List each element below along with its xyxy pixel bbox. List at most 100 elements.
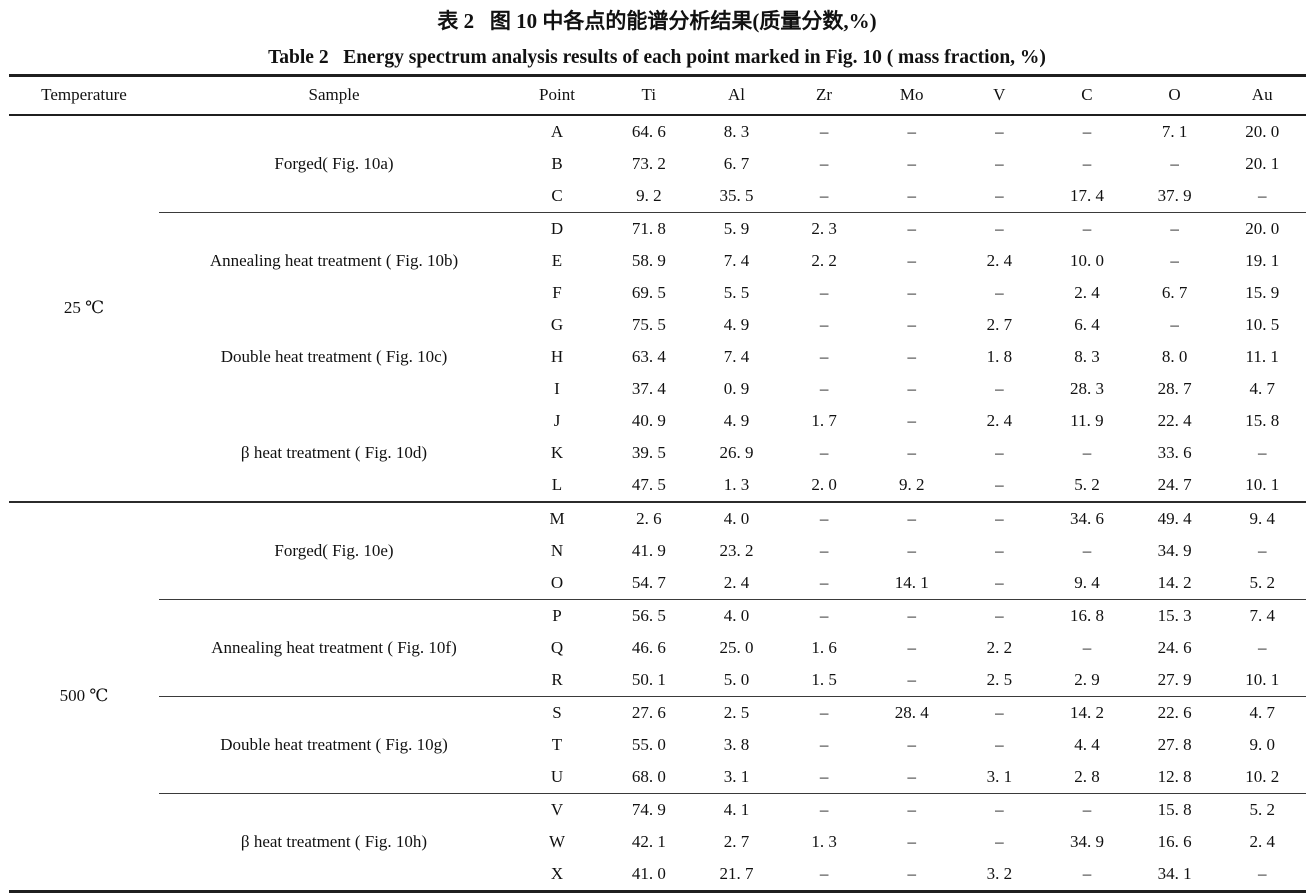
value-cell: 1. 7	[811, 410, 837, 430]
value-cell: –	[819, 282, 829, 302]
table-row: T 55. 0 3. 8 – – – 4. 4 27. 8 9. 0	[9, 729, 1306, 761]
value-cell: –	[819, 314, 829, 334]
value-cell: 9. 2	[898, 474, 925, 494]
value-cell: 5. 2	[1249, 572, 1275, 592]
value-cell: –	[907, 282, 916, 302]
table-row: E 58. 9 7. 4 2. 2 – 2. 4 10. 0 – 19. 1	[9, 245, 1306, 277]
value-cell: 1. 6	[811, 637, 837, 657]
sample-cell: Forged( Fig. 10e)	[159, 500, 509, 600]
value-cell: 2. 4	[1249, 831, 1275, 851]
value-cell: 2. 4	[986, 250, 1013, 270]
value-cell: –	[907, 346, 916, 366]
value-cell: –	[1082, 863, 1092, 883]
sample-cell: β heat treatment ( Fig. 10d)	[240, 442, 428, 462]
value-cell: 5. 2	[1218, 792, 1306, 826]
col-header-zr: Zr	[780, 75, 868, 116]
value-cell: –	[907, 378, 916, 398]
value-cell: 56. 5	[605, 598, 693, 632]
value-cell: 17. 4	[1069, 185, 1104, 205]
value-cell: –	[819, 378, 829, 398]
point-cell: H	[550, 346, 564, 366]
value-cell: 40. 9	[631, 410, 666, 430]
value-cell: –	[907, 540, 916, 560]
value-cell: 19. 1	[1245, 250, 1280, 270]
temperature-cell: 500 ℃	[9, 500, 159, 892]
value-cell: –	[780, 500, 868, 535]
value-cell: 21. 7	[719, 863, 754, 883]
value-cell: 20. 1	[1245, 153, 1280, 173]
point-cell: B	[551, 153, 563, 173]
table-title-english: Table 2 Energy spectrum analysis results…	[268, 47, 1046, 69]
value-cell: 5. 2	[1074, 474, 1100, 494]
value-cell: –	[780, 792, 868, 826]
value-cell: –	[1170, 314, 1179, 334]
value-cell: 55. 0	[631, 734, 666, 754]
value-cell: –	[907, 314, 916, 334]
col-header-ti: Ti	[605, 75, 693, 116]
value-cell: –	[907, 863, 916, 883]
value-cell: 20. 0	[1218, 211, 1306, 245]
value-cell: –	[995, 831, 1004, 851]
point-cell: E	[551, 250, 563, 270]
value-cell: 2. 7	[723, 831, 750, 851]
value-cell: 73. 2	[631, 153, 666, 173]
value-cell: 41. 9	[631, 540, 666, 560]
value-cell: 74. 9	[605, 792, 693, 826]
value-cell: 1. 3	[811, 831, 837, 851]
value-cell: 28. 7	[1157, 378, 1192, 398]
value-cell: 26. 9	[719, 442, 754, 462]
value-cell: 5. 0	[723, 669, 750, 689]
value-cell: 54. 7	[631, 572, 666, 592]
table-row: Double heat treatment ( Fig. 10c) G 75. 5 4…	[9, 309, 1306, 366]
point-cell: N	[550, 540, 564, 560]
value-cell: 1. 3	[723, 474, 750, 494]
value-cell: 50. 1	[631, 669, 666, 689]
value-cell: 49. 4	[1130, 500, 1219, 535]
value-cell: –	[819, 346, 829, 366]
point-cell: M	[509, 500, 605, 535]
point-cell: U	[550, 766, 564, 786]
point-cell: L	[551, 474, 563, 494]
value-cell: –	[995, 734, 1004, 754]
value-cell: 15. 8	[1245, 410, 1280, 430]
value-cell: 27. 6	[605, 695, 693, 729]
value-cell: 14. 2	[1043, 695, 1131, 729]
value-cell: 34. 9	[1069, 831, 1104, 851]
value-cell: 68. 0	[631, 766, 666, 786]
table-row: B 73. 2 6. 7 – – – – – 20. 1	[9, 148, 1306, 180]
value-cell: –	[819, 185, 829, 205]
value-cell: 58. 9	[631, 250, 666, 270]
value-cell: 7. 1	[1161, 121, 1188, 141]
value-cell: 33. 6	[1157, 442, 1192, 462]
table-row: X 41. 0 21. 7 – – 3. 2 – 34. 1 –	[9, 858, 1306, 892]
table-row: Q 46. 6 25. 0 1. 6 – 2. 2 – 24. 6 –	[9, 632, 1306, 664]
value-cell: 14. 2	[1157, 572, 1192, 592]
table-row: U 68. 0 3. 1 – – 3. 1 2. 8 12. 8 10. 2	[9, 761, 1306, 794]
value-cell: –	[867, 211, 956, 245]
value-cell: –	[995, 121, 1004, 141]
value-cell: 4. 0	[692, 598, 781, 632]
point-cell: S	[509, 695, 605, 729]
value-cell: 10. 1	[1245, 669, 1280, 689]
value-cell: 2. 2	[811, 250, 837, 270]
value-cell: 3. 8	[723, 734, 750, 754]
value-cell: 46. 6	[631, 637, 666, 657]
value-cell: 20. 0	[1245, 121, 1280, 141]
value-cell: –	[955, 695, 1044, 729]
sample-cell: Double heat treatment ( Fig. 10c)	[220, 346, 448, 366]
value-cell: 10. 2	[1245, 766, 1280, 786]
value-cell: –	[1082, 637, 1092, 657]
col-header-mo: Mo	[867, 75, 956, 116]
table-row: Annealing heat treatment ( Fig. 10f) P 56.…	[9, 598, 1306, 697]
value-cell: –	[1082, 153, 1092, 173]
sample-cell: β heat treatment ( Fig. 10h)	[159, 792, 509, 892]
value-cell: 9. 2	[636, 185, 662, 205]
col-header-v: V	[955, 75, 1044, 116]
value-cell: 7. 4	[723, 250, 750, 270]
value-cell: 3. 1	[723, 766, 750, 786]
value-cell: 27. 8	[1157, 734, 1192, 754]
value-cell: 41. 0	[631, 863, 666, 883]
value-cell: –	[819, 121, 829, 141]
